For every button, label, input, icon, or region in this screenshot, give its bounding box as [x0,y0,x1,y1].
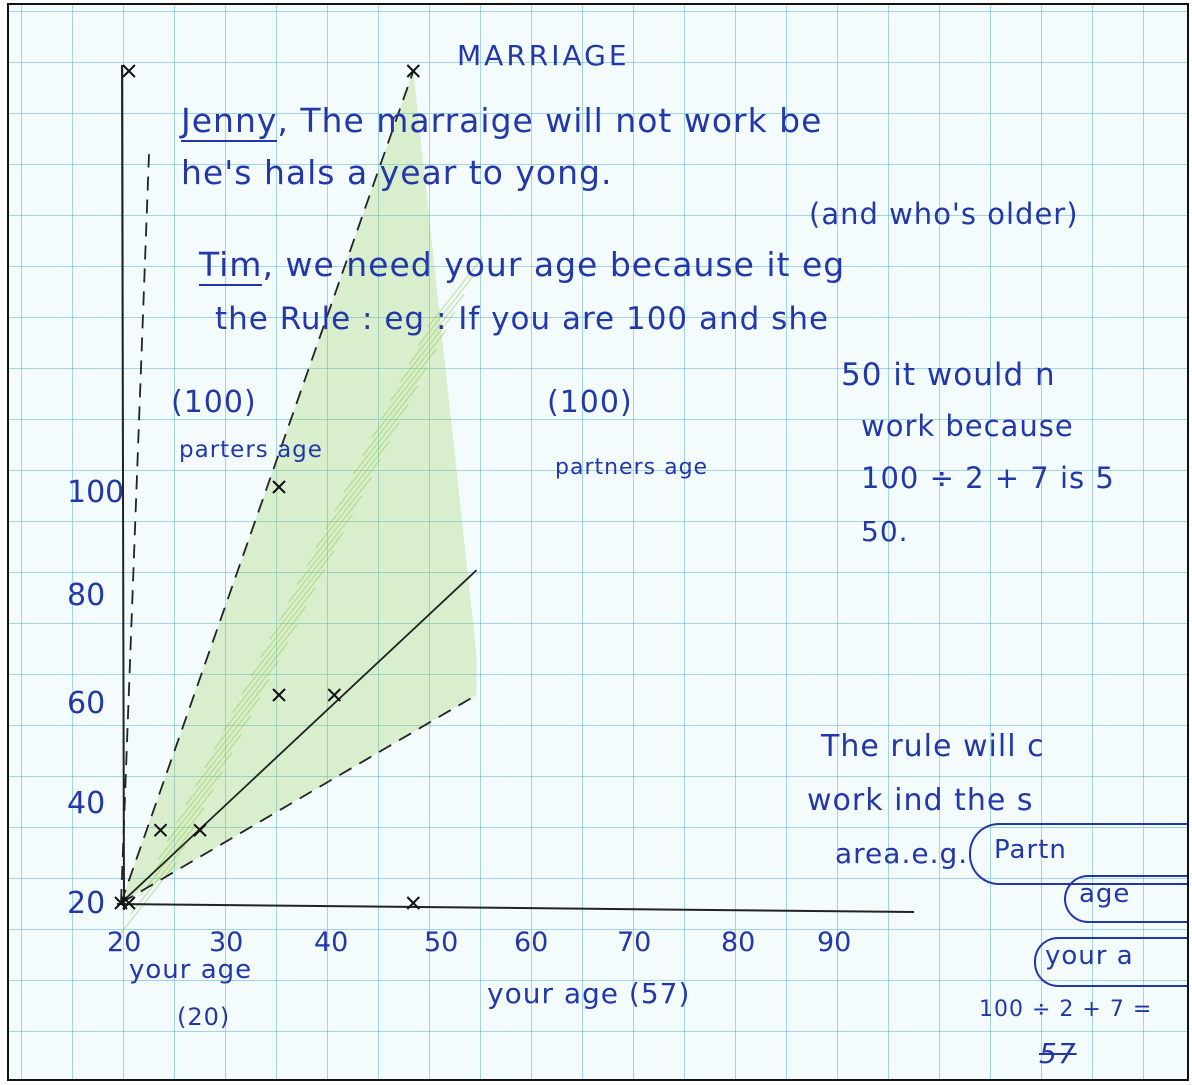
shaded-area-fill [121,71,477,903]
your-age-left-value: (20) [177,1003,230,1031]
tim-note-line-1: Tim, we need your age because it eg [199,245,845,284]
jenny-note-line-1: Jenny, The marraige will not work be [181,101,822,140]
y-tick-label: 40 [67,786,105,821]
y-tick-label: 100 [67,475,124,510]
series-line-dashed-left [121,154,149,903]
x-tick-label: 30 [209,927,243,958]
x-tick-label: 40 [314,927,348,958]
cross-marker [123,65,135,77]
example-line-2: work because [861,409,1074,443]
partner-age-bubble-text: Partn [994,835,1067,865]
example-line-1: 50 it would n [841,357,1056,393]
x-tick-label: 90 [817,927,851,958]
example-line-4: 50. [861,515,909,548]
page-title: MARRIAGE [457,39,630,72]
x-tick-label: 60 [514,927,548,958]
partner-age-left-value: (100) [171,385,257,420]
jenny-name: Jenny [181,101,277,142]
x-tick-label: 80 [721,927,755,958]
x-tick-label: 20 [107,927,141,958]
x-tick-label: 50 [424,927,458,958]
y-tick-label: 80 [67,578,105,613]
rule-line-2: work ind the s [807,783,1033,818]
your-age-bubble-text: your a [1045,941,1134,971]
y-tick-label: 20 [67,886,105,921]
x-axis-line [117,904,914,912]
graph-paper-page: { "title": "MARRIAGE", "notes": { "jenny… [7,3,1189,1081]
calc-scribble: 57 [1039,1037,1077,1070]
partner-age-right-label: partners age [555,455,708,480]
rule-line-1: The rule will c [821,729,1045,764]
partner-age-left-label: parters age [179,437,323,463]
rule-line-3: area.e.g. [835,837,968,870]
partner-age-right-value: (100) [547,385,633,420]
jenny-note-line-2: he's hals a year to yong. [181,153,612,192]
tim-aside: (and who's older) [809,197,1079,231]
tim-name: Tim [199,245,262,286]
tim-text-1: , we need your age because it eg [262,245,845,284]
your-age-right-label: your age (57) [487,977,690,1010]
tim-note-line-2: the Rule : eg : If you are 100 and she [215,301,829,337]
jenny-text-1: , The marraige will not work be [277,101,822,140]
your-age-left-label: your age [129,955,252,985]
y-tick-label: 60 [67,686,105,721]
calc-line: 100 ÷ 2 + 7 = [979,997,1152,1022]
shaded-valid-area [121,71,483,933]
partner-age-bubble-text-2: age [1079,879,1130,909]
example-line-3: 100 ÷ 2 + 7 is 5 [861,461,1115,495]
x-tick-label: 70 [617,927,651,958]
